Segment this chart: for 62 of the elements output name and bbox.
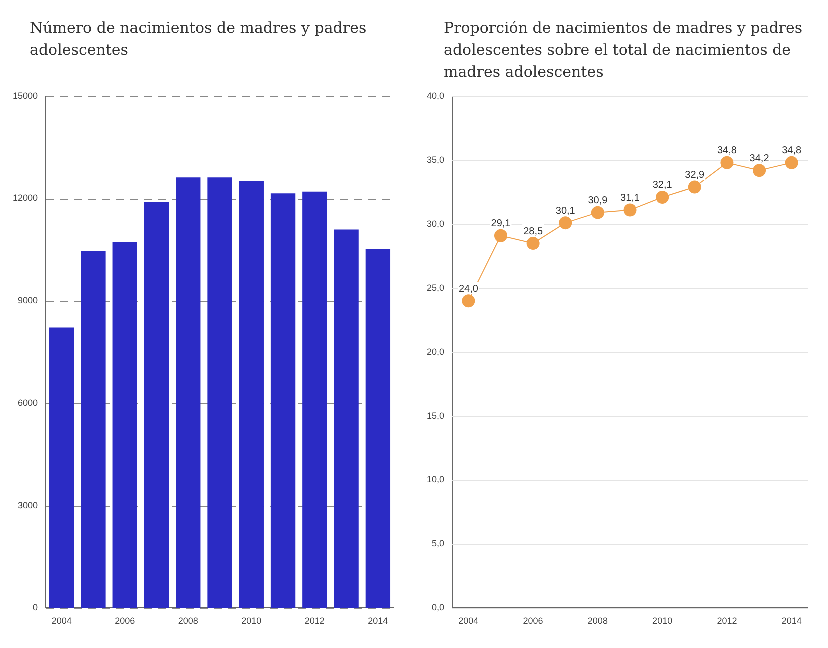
data-label: 30,1	[556, 206, 576, 217]
x-tick-label: 2010	[242, 616, 262, 626]
bar	[366, 249, 391, 608]
x-tick-label: 2012	[304, 616, 325, 626]
point	[526, 237, 540, 250]
data-label: 31,1	[620, 193, 640, 204]
bar	[270, 194, 296, 608]
bar	[144, 202, 170, 608]
y-tick-label: 10,0	[426, 474, 445, 485]
point	[494, 229, 508, 242]
data-label: 34,8	[782, 146, 802, 157]
data-label: 30,9	[588, 196, 608, 207]
y-tick-label: 0	[33, 602, 38, 613]
point	[688, 180, 702, 194]
x-tick-label: 2006	[523, 616, 544, 626]
data-label: 29,1	[491, 218, 512, 230]
x-tick-label: 2012	[717, 616, 738, 626]
y-tick-label: 20,0	[426, 346, 445, 357]
bar	[112, 242, 138, 608]
y-tick-label: 25,0	[426, 282, 445, 293]
y-tick-label: 6000	[18, 398, 38, 408]
point	[720, 156, 734, 170]
x-tick-label: 2014	[368, 616, 388, 626]
point	[591, 206, 604, 220]
y-tick-label: 30,0	[426, 218, 445, 229]
y-tick-label: 40,0	[426, 90, 445, 101]
point	[559, 216, 572, 230]
bar	[239, 181, 264, 608]
bar	[208, 178, 232, 608]
y-tick-label: 15000	[12, 90, 38, 101]
chart-title: Proporción de nacimientos de madres y padres adolescentes sobre el total de nacimientos de madres adolescentes	[443, 18, 804, 82]
y-tick-label: 12000	[12, 193, 38, 204]
chart-title: Número de nacimientos de madres y padres adolescentes	[29, 18, 368, 61]
data-label: 32,9	[685, 170, 706, 181]
x-tick-label: 2006	[115, 616, 136, 626]
data-label: 34,2	[750, 153, 770, 164]
point	[624, 204, 637, 217]
point	[753, 164, 766, 178]
y-tick-label: 9000	[18, 296, 38, 306]
x-tick-label: 2010	[652, 616, 673, 626]
bar	[176, 178, 201, 608]
y-tick-label: 5,0	[432, 538, 445, 549]
x-tick-label: 2004	[458, 616, 479, 626]
bar	[302, 192, 328, 608]
point	[656, 190, 670, 204]
data-label: 34,8	[717, 146, 738, 157]
x-tick-label: 2004	[52, 616, 72, 626]
bar	[334, 230, 359, 608]
data-label: 32,1	[652, 180, 673, 192]
y-tick-label: 15,0	[426, 410, 445, 421]
y-tick-label: 3000	[18, 500, 38, 510]
point	[785, 156, 798, 170]
y-tick-label: 35,0	[426, 154, 445, 165]
x-tick-label: 2008	[588, 616, 608, 626]
x-tick-label: 2014	[782, 616, 802, 626]
data-label: 28,5	[524, 226, 544, 238]
bar	[81, 250, 106, 608]
bar	[50, 328, 74, 608]
x-tick-label: 2008	[178, 616, 198, 626]
point	[462, 294, 476, 308]
y-tick-label: 0,0	[432, 602, 445, 613]
data-label: 24,0	[458, 284, 479, 295]
